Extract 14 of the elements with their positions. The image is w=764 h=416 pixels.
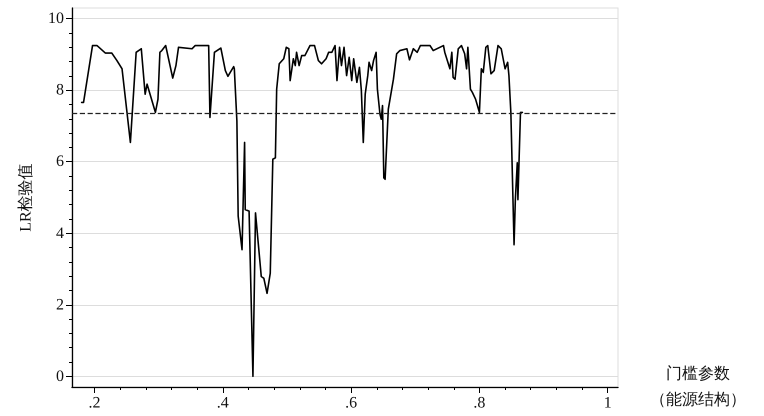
x-tick-label: .8 (473, 394, 486, 412)
y-axis-title: LR检验值 (16, 163, 34, 232)
y-tick-label: 6 (56, 153, 64, 170)
y-tick-label: 10 (48, 10, 64, 28)
y-tick-label: 2 (56, 296, 64, 314)
x-axis-title: 门槛参数（能源结构） (650, 364, 746, 408)
x-tick-label: .2 (88, 394, 100, 412)
x-tick-label: .4 (216, 394, 229, 412)
y-tick-label: 8 (56, 82, 64, 99)
x-tick-label: 1 (604, 394, 612, 412)
y-tick-label: 0 (56, 368, 64, 385)
y-tick-label: 4 (56, 224, 64, 242)
line-series (80, 44, 524, 378)
x-tick-label: .6 (345, 394, 358, 412)
